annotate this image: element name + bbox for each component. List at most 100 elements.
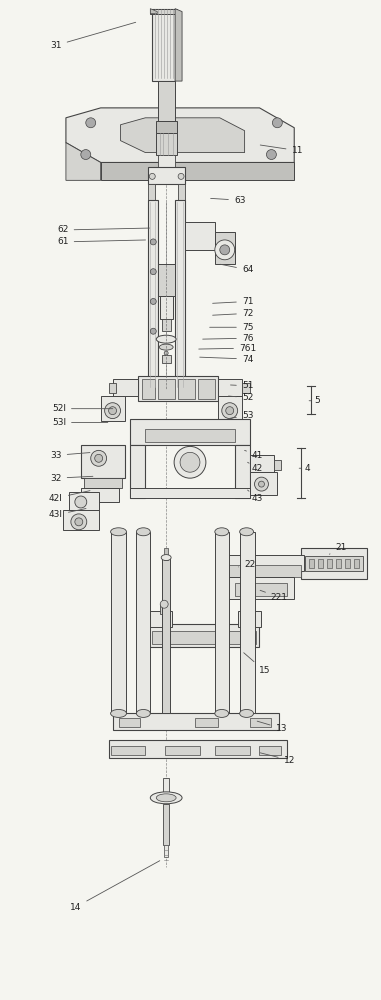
- Bar: [162, 558, 170, 713]
- Text: 43l: 43l: [49, 509, 86, 519]
- Text: 62: 62: [57, 225, 149, 234]
- Text: 63: 63: [211, 196, 245, 205]
- Bar: [145, 429, 235, 442]
- Text: 53l: 53l: [52, 418, 108, 427]
- Circle shape: [150, 328, 156, 334]
- Bar: [164, 548, 168, 560]
- Circle shape: [160, 600, 168, 608]
- Text: 4: 4: [299, 464, 310, 473]
- Text: 221: 221: [260, 590, 288, 602]
- Polygon shape: [101, 162, 294, 180]
- Polygon shape: [66, 108, 294, 162]
- Bar: [148, 184, 155, 200]
- Bar: [215, 232, 235, 264]
- Text: 53: 53: [231, 411, 253, 420]
- Bar: [142, 379, 155, 399]
- Text: 33: 33: [50, 451, 90, 460]
- Bar: [215, 746, 250, 755]
- Text: 11: 11: [260, 145, 303, 155]
- Ellipse shape: [240, 709, 253, 717]
- Ellipse shape: [159, 344, 173, 350]
- Bar: [110, 746, 145, 755]
- Text: 43: 43: [248, 490, 263, 503]
- Bar: [175, 200, 185, 389]
- Bar: [148, 611, 172, 627]
- Circle shape: [105, 403, 120, 419]
- Bar: [81, 460, 125, 478]
- Bar: [109, 383, 115, 393]
- Bar: [110, 532, 126, 713]
- Bar: [215, 532, 229, 713]
- Ellipse shape: [156, 794, 176, 802]
- Circle shape: [109, 407, 117, 415]
- Ellipse shape: [110, 528, 126, 536]
- Circle shape: [75, 496, 87, 508]
- Bar: [158, 81, 175, 121]
- Bar: [336, 559, 341, 568]
- Ellipse shape: [110, 709, 126, 717]
- Bar: [160, 296, 173, 319]
- Text: 14: 14: [70, 861, 160, 912]
- Bar: [305, 556, 363, 571]
- Bar: [218, 379, 242, 396]
- Bar: [118, 718, 140, 727]
- Bar: [238, 611, 261, 627]
- Ellipse shape: [136, 528, 150, 536]
- Polygon shape: [120, 118, 245, 153]
- Ellipse shape: [136, 709, 150, 717]
- Bar: [162, 319, 171, 331]
- Bar: [81, 488, 118, 502]
- Bar: [148, 167, 185, 184]
- Bar: [318, 559, 323, 568]
- Circle shape: [215, 240, 235, 260]
- Text: 61: 61: [57, 237, 146, 246]
- Ellipse shape: [156, 335, 176, 343]
- Bar: [164, 845, 168, 857]
- Bar: [156, 133, 177, 155]
- Bar: [242, 383, 250, 393]
- Bar: [158, 155, 175, 167]
- Circle shape: [266, 150, 276, 160]
- Bar: [185, 222, 215, 250]
- Bar: [250, 472, 277, 495]
- Bar: [259, 746, 281, 755]
- Bar: [63, 510, 99, 530]
- Ellipse shape: [240, 528, 253, 536]
- Bar: [178, 379, 195, 399]
- Text: 41: 41: [245, 450, 263, 460]
- Text: 5: 5: [309, 396, 320, 405]
- Bar: [156, 121, 177, 133]
- Bar: [130, 488, 250, 498]
- Text: 22: 22: [239, 560, 255, 569]
- Bar: [112, 713, 279, 730]
- Bar: [152, 9, 175, 81]
- Circle shape: [150, 298, 156, 304]
- Bar: [195, 718, 218, 727]
- Bar: [158, 264, 175, 296]
- Bar: [160, 604, 168, 614]
- Text: 52: 52: [229, 393, 253, 402]
- Bar: [218, 396, 242, 421]
- Bar: [178, 184, 185, 200]
- Bar: [250, 455, 274, 472]
- Bar: [250, 718, 271, 727]
- Ellipse shape: [150, 792, 182, 804]
- Bar: [101, 396, 125, 421]
- Text: 32: 32: [50, 474, 93, 483]
- Circle shape: [150, 269, 156, 275]
- Polygon shape: [66, 143, 101, 180]
- Circle shape: [150, 239, 156, 245]
- Text: 42: 42: [248, 462, 263, 473]
- Bar: [130, 419, 250, 445]
- Circle shape: [255, 477, 269, 491]
- Bar: [327, 559, 332, 568]
- Circle shape: [272, 118, 282, 128]
- Bar: [198, 379, 215, 399]
- Bar: [274, 460, 281, 470]
- Text: 71: 71: [213, 297, 253, 306]
- Bar: [84, 478, 123, 488]
- Bar: [162, 355, 171, 363]
- Text: 13: 13: [257, 721, 287, 733]
- Circle shape: [91, 450, 107, 466]
- Text: 42l: 42l: [49, 491, 90, 503]
